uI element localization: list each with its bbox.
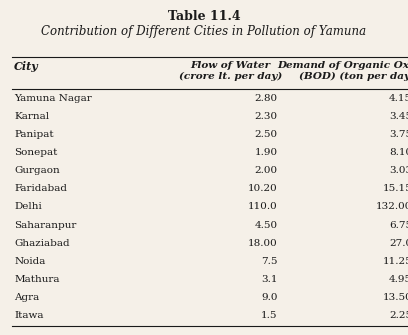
- Text: 4.15: 4.15: [389, 94, 408, 103]
- Text: 1.90: 1.90: [254, 148, 277, 157]
- Text: 7.5: 7.5: [261, 257, 277, 266]
- Text: Faridabad: Faridabad: [14, 184, 67, 193]
- Text: Demand of Organic Oxygen
(BOD) (ton per day): Demand of Organic Oxygen (BOD) (ton per …: [277, 61, 408, 81]
- Text: 2.30: 2.30: [254, 112, 277, 121]
- Text: Ghaziabad: Ghaziabad: [14, 239, 70, 248]
- Text: 10.20: 10.20: [248, 184, 277, 193]
- Text: 13.50: 13.50: [382, 293, 408, 302]
- Text: 18.00: 18.00: [248, 239, 277, 248]
- Text: 1.5: 1.5: [261, 311, 277, 320]
- Text: 11.25: 11.25: [382, 257, 408, 266]
- Text: Flow of Water
(crore lt. per day): Flow of Water (crore lt. per day): [179, 61, 282, 81]
- Text: 110.0: 110.0: [248, 202, 277, 211]
- Text: City: City: [14, 61, 39, 72]
- Text: 2.80: 2.80: [254, 94, 277, 103]
- Text: Table 11.4: Table 11.4: [168, 10, 240, 23]
- Text: Delhi: Delhi: [14, 202, 42, 211]
- Text: 9.0: 9.0: [261, 293, 277, 302]
- Text: Panipat: Panipat: [14, 130, 54, 139]
- Text: 132.00: 132.00: [376, 202, 408, 211]
- Text: 3.03: 3.03: [389, 166, 408, 175]
- Text: 2.00: 2.00: [254, 166, 277, 175]
- Text: 27.0: 27.0: [389, 239, 408, 248]
- Text: Noida: Noida: [14, 257, 46, 266]
- Text: Gurgaon: Gurgaon: [14, 166, 60, 175]
- Text: 4.95: 4.95: [389, 275, 408, 284]
- Text: 2.50: 2.50: [254, 130, 277, 139]
- Text: Yamuna Nagar: Yamuna Nagar: [14, 94, 92, 103]
- Text: Contribution of Different Cities in Pollution of Yamuna: Contribution of Different Cities in Poll…: [42, 25, 366, 38]
- Text: 8.10: 8.10: [389, 148, 408, 157]
- Text: 3.45: 3.45: [389, 112, 408, 121]
- Text: Karnal: Karnal: [14, 112, 49, 121]
- Text: 2.25: 2.25: [389, 311, 408, 320]
- Text: 4.50: 4.50: [254, 220, 277, 229]
- Text: Sonepat: Sonepat: [14, 148, 58, 157]
- Text: Saharanpur: Saharanpur: [14, 220, 77, 229]
- Text: 3.75: 3.75: [389, 130, 408, 139]
- Text: 15.15: 15.15: [382, 184, 408, 193]
- Text: Agra: Agra: [14, 293, 40, 302]
- Text: Mathura: Mathura: [14, 275, 60, 284]
- Text: 6.75: 6.75: [389, 220, 408, 229]
- Text: Itawa: Itawa: [14, 311, 44, 320]
- Text: 3.1: 3.1: [261, 275, 277, 284]
